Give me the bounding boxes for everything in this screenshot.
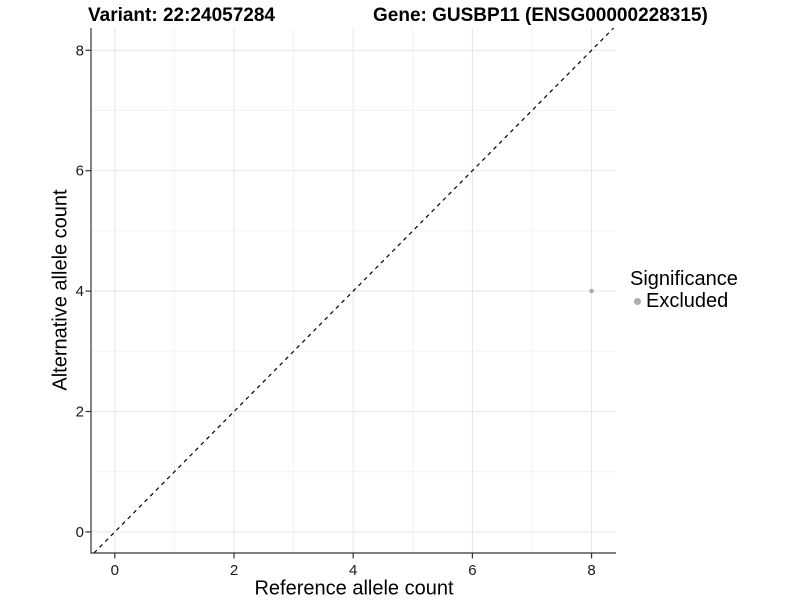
legend-point-swatch-icon [634, 297, 641, 305]
x-tick-label: 6 [468, 562, 476, 579]
legend: Significance Excluded [630, 268, 738, 312]
data-point [589, 288, 594, 294]
plot-title-gene: Gene: GUSBP11 (ENSG00000228315) [373, 5, 708, 26]
x-tick-label: 0 [111, 562, 119, 579]
x-tick-label: 2 [230, 562, 238, 579]
plot-title-variant: Variant: 22:24057284 [88, 5, 275, 26]
y-tick-label: 8 [76, 42, 84, 59]
x-tick-label: 8 [587, 562, 595, 579]
y-axis-title: Alternative allele count [49, 189, 72, 391]
x-tick-label: 4 [349, 562, 357, 579]
legend-item-label: Excluded [646, 289, 729, 312]
identity-dashed-line [93, 27, 615, 554]
y-tick-label: 0 [76, 524, 84, 541]
x-axis-title: Reference allele count [254, 577, 454, 600]
legend-title: Significance [630, 268, 738, 290]
y-tick-label: 2 [76, 404, 84, 421]
y-tick-label: 6 [76, 163, 84, 180]
axis-lines [90, 28, 616, 554]
legend-item-excluded: Excluded [630, 290, 738, 312]
y-tick-label: 4 [76, 283, 84, 300]
